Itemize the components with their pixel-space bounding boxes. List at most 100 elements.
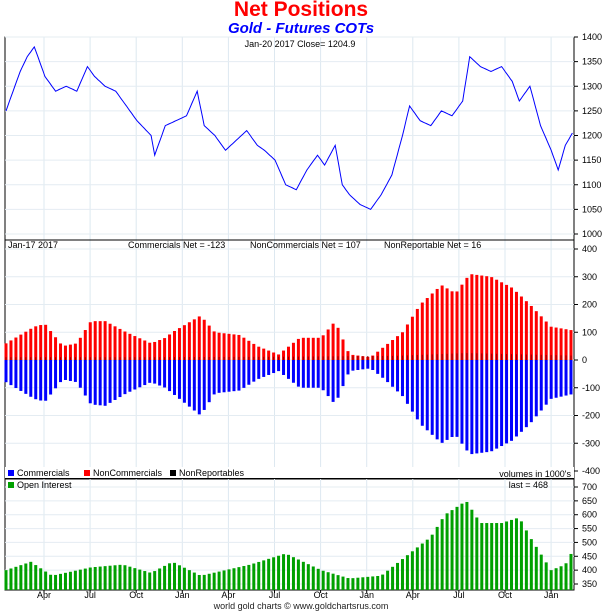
y-tick-label: 350 [582, 579, 597, 589]
y-tick-label: 400 [582, 244, 597, 254]
y-tick-label: 450 [582, 551, 597, 561]
nonreportables-bar [287, 356, 289, 360]
open-interest-bar [321, 570, 325, 590]
noncommercials-bar [163, 338, 167, 360]
nonreportables-bar [387, 355, 389, 360]
nonreportables-bar [312, 356, 314, 360]
open-interest-bar [158, 568, 162, 590]
nonreportables-bar [25, 357, 27, 360]
commercials-bar [569, 360, 573, 395]
nonreportables-bar [15, 357, 17, 360]
open-interest-bar [361, 577, 365, 590]
open-interest-bar [534, 546, 538, 590]
noncommercials-bar [93, 321, 97, 360]
x-tick-label: Oct [129, 590, 144, 600]
open-interest-bar [500, 523, 504, 590]
noncommercials-bar [450, 291, 454, 360]
noncommercials-bar [257, 346, 261, 360]
noncommercials-bar [529, 305, 533, 360]
open-interest-bar [29, 561, 33, 590]
open-interest-bar [168, 563, 172, 590]
noncommercials-bar [514, 291, 518, 360]
noncommercials-bar [242, 337, 246, 360]
commercials-bar [371, 360, 375, 370]
commercials-bar [187, 360, 191, 407]
noncommercials-bar [301, 337, 305, 360]
commercials-bar [306, 360, 310, 388]
noncommercials-bar [187, 322, 191, 360]
nonreportables-bar [10, 357, 12, 360]
open-interest-bar [351, 578, 355, 590]
commercials-bar [272, 360, 276, 374]
open-interest-bar [529, 539, 533, 590]
nonreportables-bar [193, 357, 195, 360]
y-tick-label: 1400 [582, 32, 602, 42]
commercials-bar [564, 360, 568, 396]
nonreportables-bar [159, 357, 161, 360]
nonreportables-bar [228, 356, 230, 360]
noncommercials-bar [316, 337, 320, 360]
open-interest-bar [559, 566, 563, 590]
commercials-bar [232, 360, 236, 392]
y-tick-label: 650 [582, 496, 597, 506]
noncommercials-bar [222, 333, 226, 360]
commercials-bar [455, 360, 459, 437]
cot-stat: Commercials Net = -123 [128, 240, 225, 250]
commercials-bar [356, 360, 360, 370]
open-interest-bar [163, 565, 167, 590]
noncommercials-bar [415, 308, 419, 360]
y-tick-label: 1250 [582, 106, 602, 116]
nonreportables-bar [406, 355, 408, 360]
y-tick-label: 1350 [582, 57, 602, 67]
nonreportables-bar [570, 355, 572, 360]
nonreportables-bar [471, 353, 473, 360]
x-tick-label: Jul [453, 590, 465, 600]
open-interest-bar [470, 509, 474, 590]
noncommercials-bar [158, 340, 162, 360]
nonreportables-bar [89, 357, 91, 360]
noncommercials-bar [510, 287, 514, 360]
x-tick-label: Jul [84, 590, 96, 600]
y-tick-label: 300 [582, 272, 597, 282]
commercials-bar [9, 360, 13, 386]
commercials-bar [63, 360, 67, 380]
open-interest-bar [391, 566, 395, 590]
legend-label: Commercials [17, 468, 70, 478]
open-interest-bar [460, 503, 464, 590]
y-tick-label: 200 [582, 300, 597, 310]
y-tick-label: -100 [582, 383, 600, 393]
open-interest-bar [301, 561, 305, 590]
open-interest-bar [450, 510, 454, 590]
price-line [5, 45, 573, 211]
y-tick-label: 1200 [582, 131, 602, 141]
commercials-bar [108, 360, 112, 403]
noncommercials-bar [123, 331, 127, 360]
nonreportables-bar [292, 356, 294, 360]
noncommercials-bar [341, 339, 345, 360]
open-interest-bar [108, 565, 112, 590]
noncommercials-bar [168, 334, 172, 360]
legend-swatch [84, 470, 90, 476]
x-tick-label: Oct [498, 590, 513, 600]
noncommercials-bar [34, 326, 38, 360]
commercials-bar [301, 360, 305, 388]
nonreportables-bar [441, 354, 443, 360]
commercials-bar [386, 360, 390, 383]
commercials-bar [544, 360, 548, 405]
commercials-bar [396, 360, 400, 392]
noncommercials-bar [19, 334, 23, 360]
nonreportables-bar [317, 356, 319, 360]
nonreportables-bar [411, 355, 413, 360]
commercials-bar [554, 360, 558, 398]
nonreportables-bar [218, 356, 220, 360]
noncommercials-bar [73, 343, 77, 360]
y-tick-label: 500 [582, 537, 597, 547]
commercials-bar [381, 360, 385, 378]
noncommercials-bar [128, 333, 132, 360]
noncommercials-bar [237, 334, 241, 360]
noncommercials-bar [14, 337, 18, 360]
noncommercials-bar [44, 324, 48, 360]
open-interest-bar [19, 565, 23, 590]
noncommercials-bar [202, 319, 206, 360]
commercials-bar [93, 360, 97, 405]
